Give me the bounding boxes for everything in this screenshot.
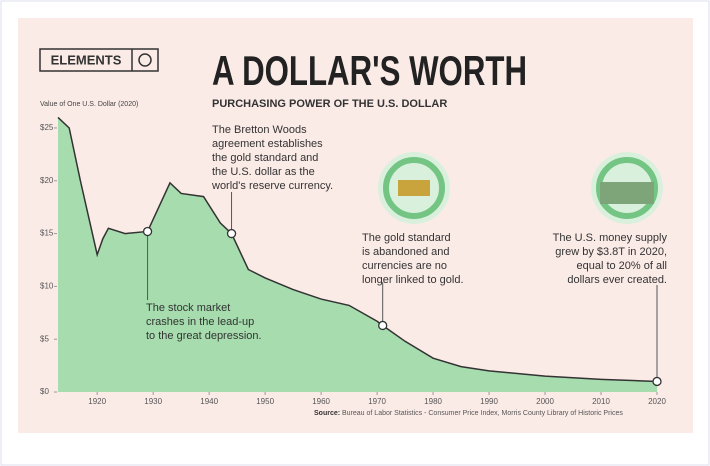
y-tick-label: $10 [40, 281, 54, 290]
annotation-text: the U.S. dollar as the [212, 166, 315, 178]
x-tick-label: 1940 [200, 397, 218, 406]
annotation-text: The gold standard [362, 232, 451, 244]
y-axis-label: Value of One U.S. Dollar (2020) [40, 101, 138, 108]
x-tick-label: 1950 [256, 397, 274, 406]
icon-ring [596, 157, 658, 219]
annotation-marker [652, 376, 662, 387]
annotation-text: grew by $3.8T in 2020, [555, 246, 667, 258]
x-tick-label: 1980 [424, 397, 442, 406]
chart-title: A DOLLAR'S WORTH [212, 47, 527, 94]
annotation-marker [226, 228, 237, 239]
annotation-text: The U.S. money supply [553, 232, 668, 244]
chart-subtitle: PURCHASING POWER OF THE U.S. DOLLAR [212, 98, 447, 110]
y-tick-label: $20 [40, 176, 54, 185]
y-tick-label: $25 [40, 123, 54, 132]
y-tick-label: $5 [40, 334, 49, 343]
x-tick-label: 2000 [536, 397, 554, 406]
source-label: Source: [314, 410, 340, 417]
annotation-marker [378, 320, 388, 331]
brand-box [39, 48, 159, 72]
annotation-text: to the great depression. [146, 330, 262, 342]
annotation-text: longer linked to gold. [362, 274, 464, 286]
annotation-text: currencies are no [362, 260, 447, 272]
annotation-text: The Bretton Woods [212, 124, 307, 136]
annotation-text: world's reserve currency. [211, 180, 333, 192]
annotation-text: dollars ever created. [567, 274, 667, 286]
annotation-text: equal to 20% of all [576, 260, 667, 272]
x-tick-label: 2020 [648, 397, 666, 406]
x-tick-label: 1930 [144, 397, 162, 406]
gold-icon [378, 152, 450, 224]
x-tick-label: 1960 [312, 397, 330, 406]
gold-bar [398, 180, 430, 196]
y-tick-label: $0 [40, 387, 49, 396]
y-tick-label: $15 [40, 229, 54, 238]
annotation-text: the gold standard and [212, 152, 318, 164]
brand-icon [138, 53, 152, 67]
x-tick-label: 2010 [592, 397, 610, 406]
annotation-text: agreement establishes [212, 138, 323, 150]
x-tick-label: 1990 [480, 397, 498, 406]
annotation-text: crashes in the lead-up [146, 316, 254, 328]
x-tick-label: 1970 [368, 397, 386, 406]
source: Bureau of Labor Statistics - Consumer Pr… [342, 410, 623, 417]
annotation-text: The stock market [146, 302, 230, 314]
brand: ELEMENTS [51, 52, 122, 67]
area [58, 117, 657, 393]
annotation-text: is abandoned and [362, 246, 449, 258]
x-tick-label: 1920 [88, 397, 106, 406]
money-icon [591, 152, 663, 224]
annotation-marker [142, 226, 153, 237]
line [57, 116, 658, 383]
icon-ring [383, 157, 445, 219]
money-stack [600, 182, 654, 204]
